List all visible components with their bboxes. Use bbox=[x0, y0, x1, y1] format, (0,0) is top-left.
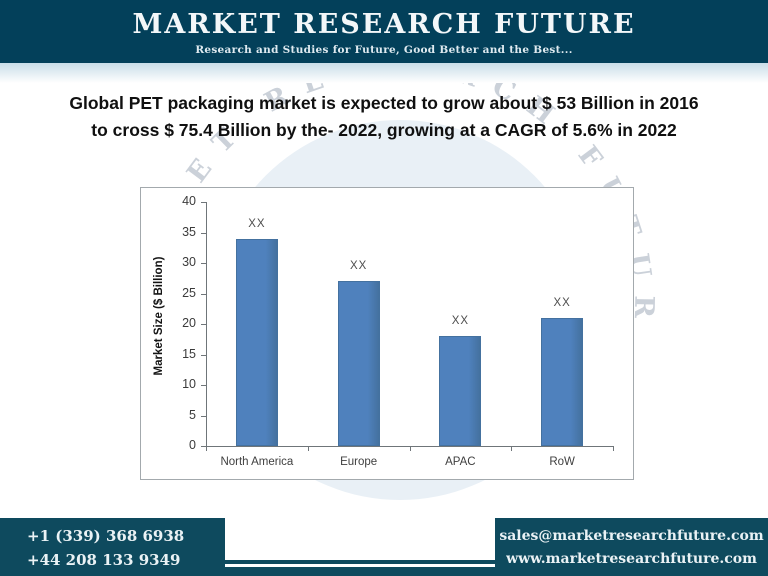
y-tick-label: 40 bbox=[182, 194, 196, 208]
y-tick-mark bbox=[201, 354, 206, 356]
bar-data-label: XX bbox=[553, 296, 571, 309]
x-category-label: APAC bbox=[445, 456, 476, 468]
bar bbox=[439, 336, 482, 446]
brand-title: MARKET RESEARCH FUTURE bbox=[132, 9, 636, 40]
headline-line-2: to cross $ 75.4 Billion by the- 2022, gr… bbox=[91, 120, 677, 140]
phone-number-uk: +44 208 133 9349 bbox=[27, 551, 181, 569]
headline-line-1: Global PET packaging market is expected … bbox=[69, 93, 699, 113]
footer-bottom-strip bbox=[0, 567, 768, 576]
y-tick-label: 5 bbox=[189, 407, 196, 422]
y-tick-label: 30 bbox=[182, 255, 196, 269]
y-axis-line bbox=[206, 202, 207, 447]
x-category-label: RoW bbox=[549, 456, 575, 468]
footer-divider-line bbox=[225, 560, 495, 564]
y-tick-label: 25 bbox=[182, 285, 196, 300]
y-tick-label: 10 bbox=[182, 377, 196, 391]
y-tick-mark bbox=[201, 293, 206, 295]
bar bbox=[337, 281, 380, 446]
x-tick-mark bbox=[613, 446, 614, 451]
y-axis-title: Market Size ($ Billion) bbox=[153, 256, 165, 376]
y-tick-mark bbox=[201, 324, 206, 325]
bar bbox=[541, 317, 584, 446]
y-tick-mark bbox=[201, 446, 206, 447]
phone-number-us: +1 (339) 368 6938 bbox=[27, 527, 185, 545]
y-tick-mark bbox=[201, 263, 206, 264]
x-tick-mark bbox=[206, 446, 207, 451]
x-tick-mark bbox=[511, 446, 513, 451]
bar-data-label: XX bbox=[248, 217, 266, 230]
y-tick-mark bbox=[201, 202, 206, 203]
footer-links-box: sales@marketresearchfuture.com www.marke… bbox=[495, 518, 768, 576]
bar bbox=[235, 238, 278, 446]
market-size-bar-chart: 0 5 10 15 20 25 30 35 40 North America XX Europe XX A… bbox=[140, 187, 634, 480]
footer-contact-box: +1 (339) 368 6938 +44 208 133 9349 bbox=[0, 518, 225, 576]
y-tick-label: 0 bbox=[189, 438, 196, 452]
x-tick-mark bbox=[307, 446, 309, 451]
bar-data-label: XX bbox=[349, 260, 368, 273]
bar-data-label: XX bbox=[451, 315, 470, 328]
y-tick-label: 35 bbox=[182, 224, 196, 239]
y-tick-label: 20 bbox=[182, 316, 196, 330]
email-address: sales@marketresearchfuture.com bbox=[499, 528, 764, 544]
y-tick-mark bbox=[201, 415, 206, 417]
headline-text: Global PET packaging market is expected … bbox=[30, 90, 738, 144]
x-category-label: Europe bbox=[340, 456, 378, 468]
y-tick-label: 15 bbox=[182, 346, 196, 361]
y-tick-mark bbox=[201, 385, 206, 386]
header-banner: MARKET RESEARCH FUTURE Research and Stud… bbox=[0, 0, 768, 63]
header-gradient-band bbox=[0, 63, 768, 83]
website-url: www.marketresearchfuture.com bbox=[506, 551, 757, 567]
x-tick-mark bbox=[409, 446, 411, 451]
y-tick-mark bbox=[201, 232, 206, 234]
x-category-label: North America bbox=[220, 456, 294, 468]
brand-tagline: Research and Studies for Future, Good Be… bbox=[195, 44, 573, 56]
